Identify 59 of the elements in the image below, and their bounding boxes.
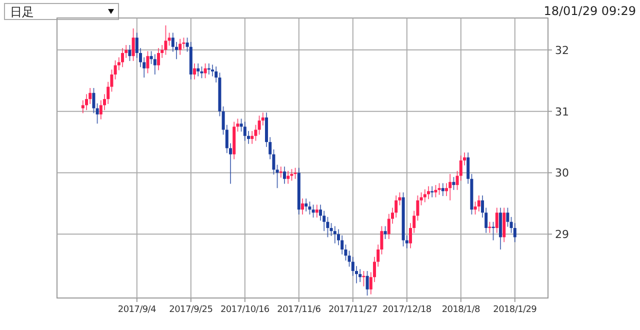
candlestick: [276, 164, 279, 189]
candlestick: [477, 194, 480, 212]
candlestick: [204, 62, 207, 79]
y-tick-label: 29: [555, 228, 569, 242]
candlestick: [441, 182, 444, 197]
x-tick-label: 2018/1/8: [442, 305, 480, 315]
candlestick: [157, 48, 160, 71]
candlestick: [452, 176, 456, 190]
candlestick: [290, 168, 294, 182]
candlestick: [193, 62, 196, 80]
candlestick: [121, 48, 124, 68]
candlestick: [420, 192, 423, 206]
candlestick: [196, 62, 200, 77]
y-tick-label: 32: [555, 44, 569, 57]
candlestick: [164, 24, 168, 56]
candlestick: [423, 188, 426, 203]
x-tick-label: 2017/12/18: [382, 305, 432, 315]
candlestick: [384, 226, 387, 240]
candlestick: [366, 270, 369, 296]
candlestick: [243, 121, 246, 142]
candlestick: [146, 50, 150, 74]
candlestick: [200, 66, 204, 79]
candlestick: [506, 207, 510, 228]
candlestick: [96, 102, 99, 124]
x-tick-label: 2017/9/4: [118, 305, 156, 315]
candlestick: [283, 166, 286, 184]
candlestick: [434, 184, 438, 198]
text: 18/01/29 09:29: [544, 4, 636, 18]
candlestick: [132, 28, 135, 62]
candlestick: [294, 167, 297, 180]
candlestick: [426, 186, 430, 200]
candlestick: [448, 173, 452, 201]
y-tick-label: 31: [555, 105, 569, 118]
candlestick: [168, 32, 171, 46]
candlestick: [333, 226, 336, 244]
y-tick-label: 30: [555, 166, 569, 180]
candlestick: [258, 115, 261, 136]
candlestick: [308, 201, 312, 215]
candlestick: [358, 268, 362, 283]
x-tick-label: 2017/11/27: [328, 305, 378, 315]
candlestick: [301, 198, 304, 215]
candlestick: [178, 38, 182, 56]
candlestick: [495, 207, 498, 234]
candlestick: [92, 88, 96, 114]
candlestick: [312, 204, 315, 218]
candlestick: [304, 198, 308, 212]
x-tick-label: 2017/10/16: [220, 305, 270, 315]
candlestick: [153, 54, 156, 75]
x-tick-label: 2017/11/6: [277, 305, 322, 315]
candlestick: [315, 204, 318, 218]
candlestick: [128, 44, 132, 62]
candlestick: [430, 186, 434, 198]
candlestick: [254, 124, 258, 142]
candlestick: [286, 170, 290, 184]
candlestick: [438, 182, 441, 196]
candlestick: [114, 60, 117, 80]
x-tick-label: 2017/9/25: [169, 305, 213, 315]
dropdown-field: 日足: [4, 3, 119, 20]
x-tick-label: 2018/1/29: [493, 305, 538, 315]
